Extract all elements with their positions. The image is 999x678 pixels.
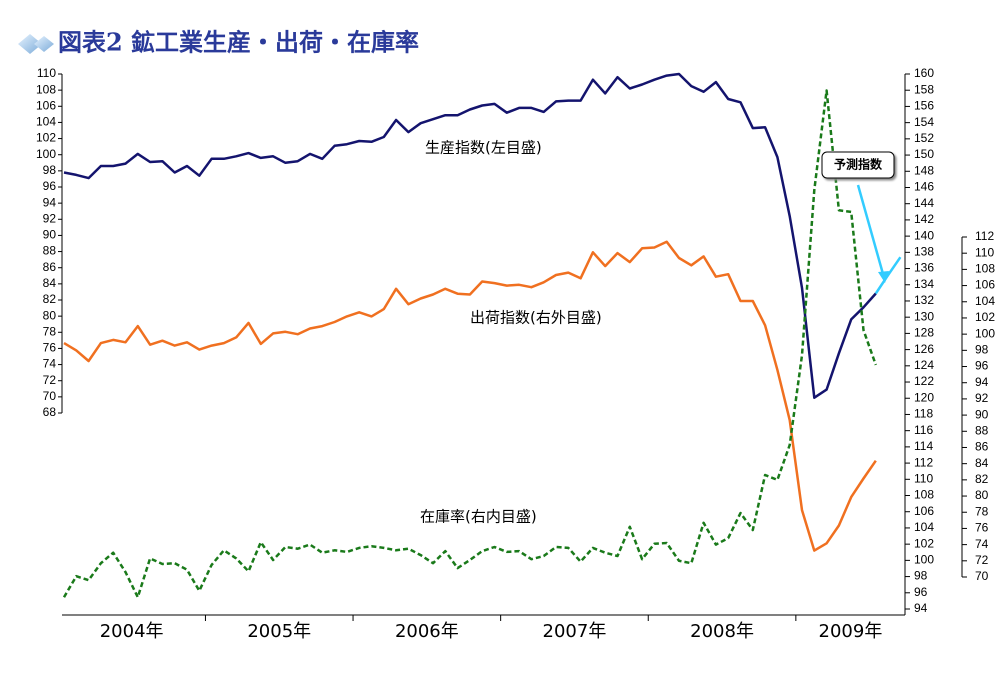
tick-label: 114 <box>914 439 933 453</box>
tick-label: 90 <box>975 407 989 421</box>
series-line <box>63 240 877 552</box>
tick-label: 106 <box>914 504 934 518</box>
series-label: 生産指数(左目盛) <box>425 139 542 157</box>
tick-label: 70 <box>975 569 989 583</box>
tick-label: 122 <box>914 374 934 388</box>
tick-label: 104 <box>914 520 934 534</box>
x-tick-label: 2005年 <box>247 621 311 642</box>
tick-label: 86 <box>43 260 57 274</box>
tick-label: 110 <box>975 245 994 259</box>
tick-label: 98 <box>43 163 57 177</box>
tick-label: 108 <box>914 488 934 502</box>
tick-label: 160 <box>914 66 934 80</box>
tick-label: 106 <box>975 278 995 292</box>
tick-label: 96 <box>43 179 57 193</box>
tick-label: 78 <box>43 324 57 338</box>
title-icon <box>18 34 54 54</box>
plot: 68 70 72 74 76 78 80 82 84 86 88 90 92 94 96 98 100 102 10… <box>36 66 995 642</box>
tick-label: 88 <box>43 244 57 258</box>
tick-label: 154 <box>914 115 934 129</box>
tick-label: 146 <box>914 180 934 194</box>
tick-label: 104 <box>975 294 995 308</box>
tick-label: 110 <box>914 471 933 485</box>
tick-label: 68 <box>43 405 57 419</box>
tick-label: 94 <box>43 195 57 209</box>
tick-label: 148 <box>914 163 934 177</box>
tick-label: 150 <box>914 147 934 161</box>
tick-label: 100 <box>914 553 934 567</box>
tick-label: 82 <box>975 472 989 486</box>
tick-label: 70 <box>43 389 57 403</box>
tick-label: 156 <box>914 99 934 113</box>
tick-label: 132 <box>914 293 934 307</box>
tick-label: 76 <box>43 341 57 355</box>
tick-label: 106 <box>36 98 56 112</box>
tick-label: 128 <box>914 326 934 340</box>
tick-label: 80 <box>975 488 989 502</box>
tick-label: 108 <box>36 82 56 96</box>
callout-arrow <box>856 184 885 275</box>
tick-label: 94 <box>975 375 989 389</box>
tick-label: 102 <box>36 131 56 145</box>
tick-label: 120 <box>914 390 934 404</box>
series-line <box>62 89 877 599</box>
tick-label: 78 <box>975 504 989 518</box>
tick-label: 102 <box>914 536 934 550</box>
tick-label: 72 <box>43 373 57 387</box>
callout-box <box>821 151 895 179</box>
tick-label: 72 <box>975 553 989 567</box>
tick-label: 130 <box>914 309 934 323</box>
tick-label: 92 <box>975 391 989 405</box>
tick-label: 158 <box>914 82 934 96</box>
series-label: 出荷指数(右外目盛) <box>470 309 602 327</box>
tick-label: 136 <box>914 261 934 275</box>
tick-label: 100 <box>975 326 995 340</box>
tick-label: 140 <box>914 228 934 242</box>
tick-label: 116 <box>914 423 933 437</box>
callout-label: 予測指数 <box>834 157 883 172</box>
x-tick-label: 2009年 <box>819 621 883 642</box>
tick-label: 98 <box>914 569 928 583</box>
series-label: 在庫率(右内目盛) <box>420 508 537 526</box>
tick-label: 152 <box>914 131 934 145</box>
tick-label: 142 <box>914 212 934 226</box>
tick-label: 118 <box>914 407 933 421</box>
tick-label: 96 <box>914 585 928 599</box>
series-line <box>63 72 877 399</box>
x-tick-label: 2006年 <box>395 621 459 642</box>
tick-label: 112 <box>914 455 933 469</box>
tick-label: 96 <box>975 359 989 373</box>
x-tick-label: 2007年 <box>543 621 607 642</box>
tick-label: 100 <box>36 147 56 161</box>
x-tick-label: 2004年 <box>100 621 164 642</box>
tick-label: 86 <box>975 440 989 454</box>
tick-label: 104 <box>36 115 56 129</box>
tick-label: 134 <box>914 277 934 291</box>
tick-label: 76 <box>975 521 989 535</box>
tick-label: 108 <box>975 262 995 276</box>
tick-label: 110 <box>37 66 56 80</box>
tick-label: 84 <box>43 276 57 290</box>
tick-label: 74 <box>43 357 57 371</box>
tick-label: 88 <box>975 423 989 437</box>
tick-label: 126 <box>914 342 934 356</box>
series-line <box>874 256 902 295</box>
tick-label: 98 <box>975 343 989 357</box>
callout-arrowhead <box>878 271 889 283</box>
tick-label: 94 <box>914 601 928 615</box>
tick-label: 80 <box>43 308 57 322</box>
tick-label: 82 <box>43 292 57 306</box>
x-tick-label: 2008年 <box>690 621 754 642</box>
tick-label: 84 <box>975 456 989 470</box>
tick-label: 74 <box>975 537 989 551</box>
tick-label: 92 <box>43 211 57 225</box>
tick-label: 144 <box>914 196 934 210</box>
tick-label: 102 <box>975 310 995 324</box>
tick-label: 112 <box>975 229 994 243</box>
tick-label: 124 <box>914 358 934 372</box>
tick-label: 90 <box>43 228 57 242</box>
chart-title: 図表2 鉱工業生産・出荷・在庫率 <box>58 28 419 57</box>
tick-label: 138 <box>914 245 934 259</box>
